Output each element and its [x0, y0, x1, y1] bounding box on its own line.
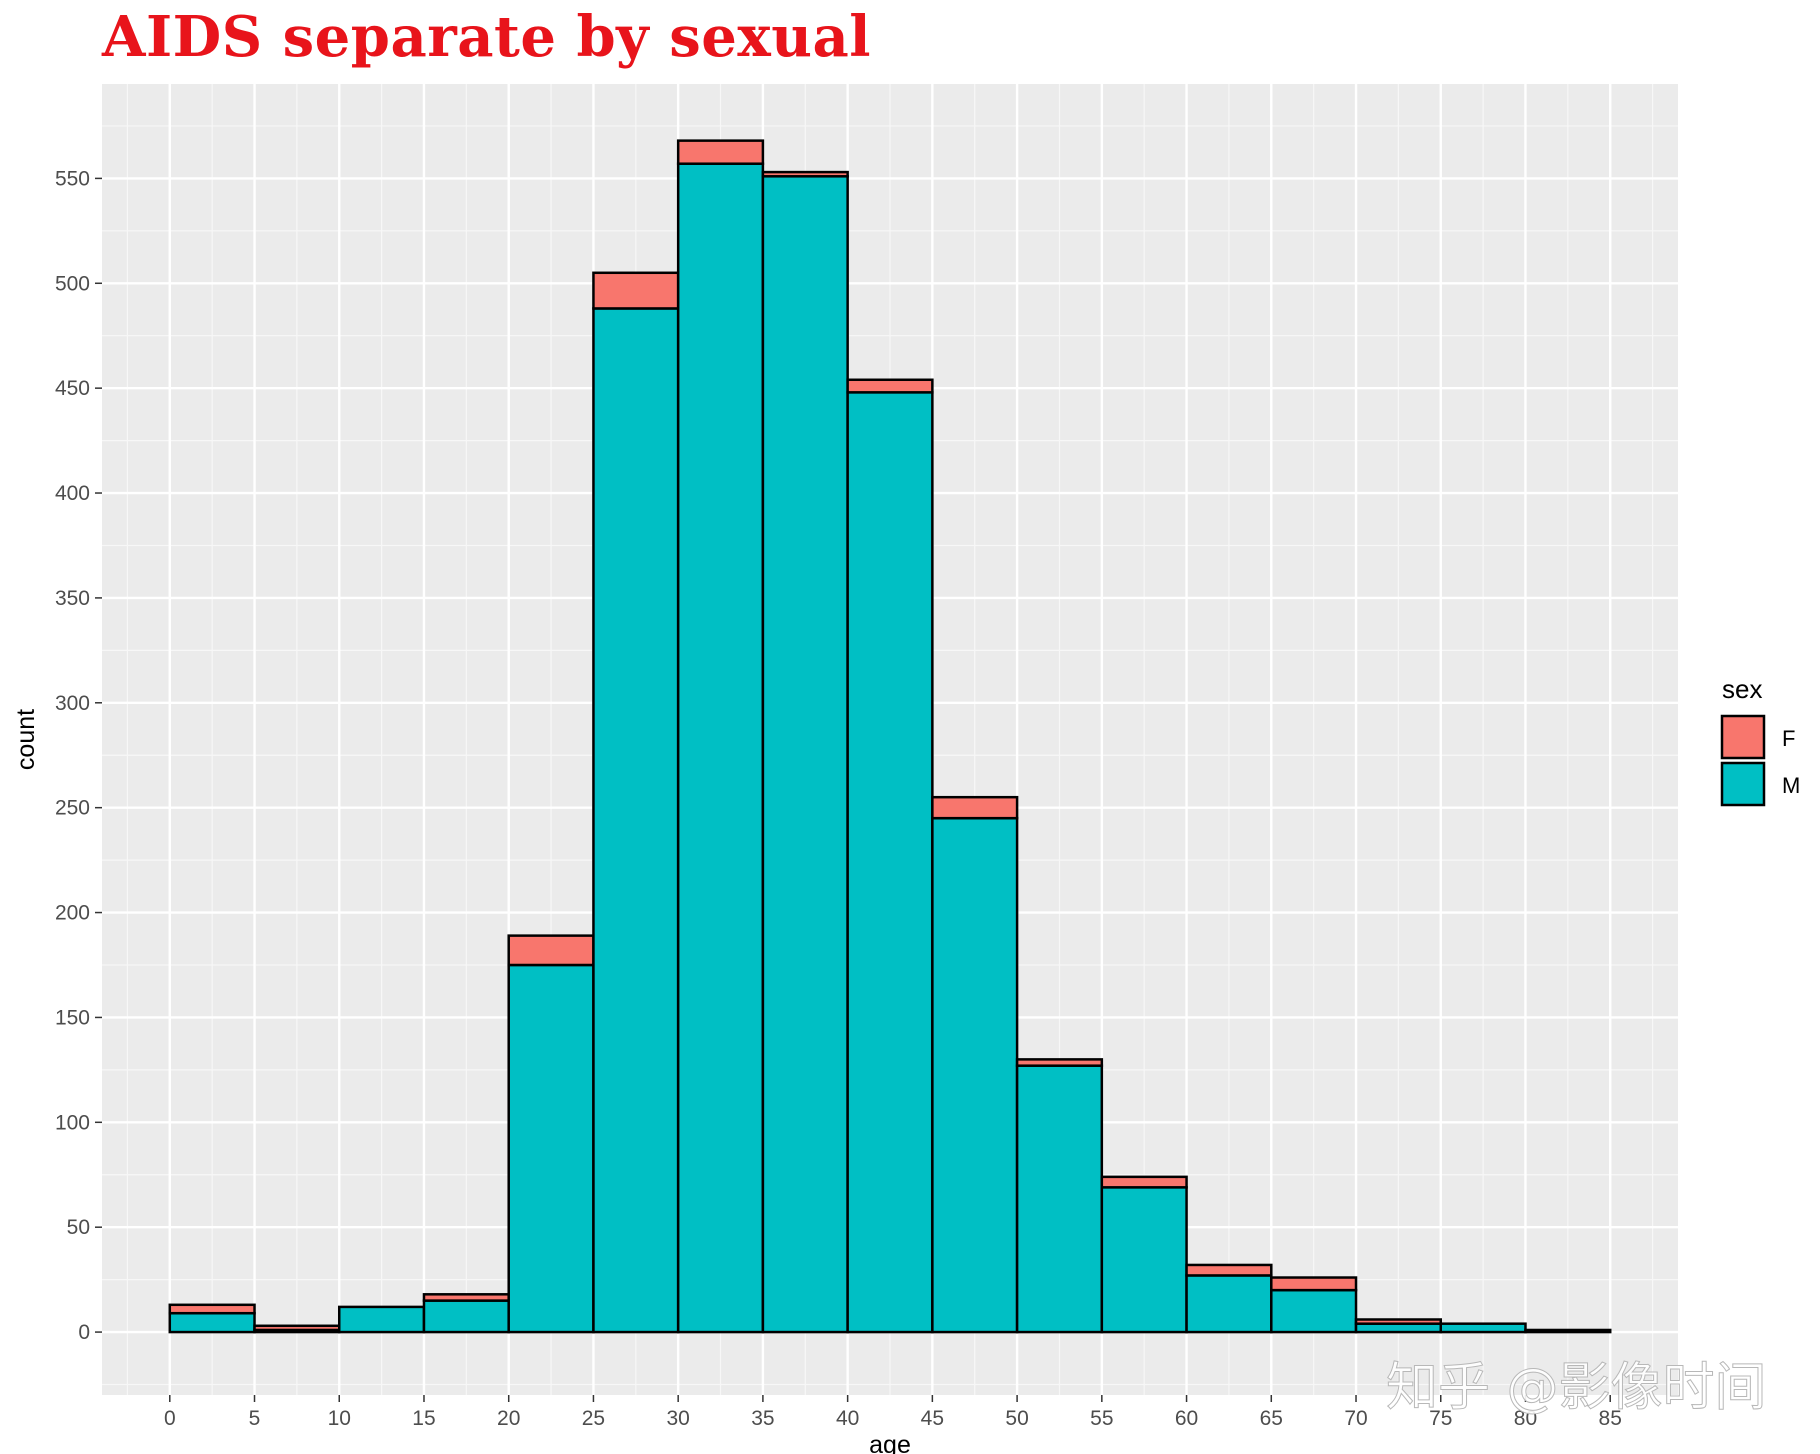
- legend-title: sex: [1722, 674, 1762, 704]
- bar-m-40-45: [846, 391, 934, 1334]
- y-tick-label: 50: [67, 1216, 90, 1239]
- bar-m-30-35: [676, 162, 765, 1334]
- x-tick-label: 30: [666, 1407, 689, 1430]
- y-tick-label: 300: [55, 692, 90, 715]
- y-tick-label: 200: [55, 902, 90, 925]
- legend-label-m: M: [1782, 773, 1800, 798]
- y-tick-label: 0: [78, 1321, 90, 1344]
- bars: [168, 139, 1612, 1334]
- bar-f-40-45: [846, 378, 934, 394]
- bar-m-25-30: [592, 307, 680, 1334]
- bar-m-50-55: [1015, 1064, 1104, 1334]
- x-tick-label: 10: [328, 1407, 351, 1430]
- bar-f-25-30: [592, 271, 680, 310]
- bar-m-75-80: [1439, 1322, 1527, 1334]
- legend-key-m: [1720, 761, 1766, 807]
- bar-m-55-60: [1100, 1186, 1188, 1334]
- y-tick-label: 150: [55, 1006, 90, 1029]
- x-tick-label: 65: [1260, 1407, 1283, 1430]
- x-tick-label: 20: [497, 1407, 520, 1430]
- y-tick-label: 450: [55, 377, 90, 400]
- bar-m-15-20: [422, 1299, 510, 1334]
- bar-m-35-40: [761, 175, 849, 1334]
- bar-m-65-70: [1270, 1288, 1358, 1334]
- y-tick-label: 250: [55, 797, 90, 820]
- x-tick-label: 55: [1090, 1407, 1113, 1430]
- bar-m-0-5: [168, 1311, 256, 1334]
- x-tick-label: 35: [751, 1407, 774, 1430]
- bar-f-30-35: [676, 139, 765, 165]
- legend-key-f: [1720, 714, 1766, 760]
- bar-m-80-85: [1524, 1328, 1612, 1334]
- watermark-text: 知乎 @影像时间: [1386, 1358, 1767, 1418]
- bar-f-5-10: [253, 1324, 341, 1332]
- bar-f-55-60: [1100, 1175, 1188, 1189]
- y-tick-label: 400: [55, 482, 90, 505]
- bar-f-20-25: [507, 934, 595, 967]
- y-tick-label: 500: [55, 272, 90, 295]
- x-tick-label: 70: [1344, 1407, 1367, 1430]
- x-tick-label: 60: [1175, 1407, 1198, 1430]
- bar-f-50-55: [1015, 1058, 1104, 1067]
- bar-m-70-75: [1354, 1322, 1443, 1334]
- chart-title: AIDS separate by sexual: [102, 4, 872, 70]
- y-axis-title: count: [12, 709, 40, 770]
- x-axis-title: age: [869, 1431, 911, 1454]
- x-tick-label: 25: [582, 1407, 605, 1430]
- x-tick-label: 5: [249, 1407, 261, 1430]
- y-tick-label: 350: [55, 587, 90, 610]
- bar-f-0-5: [168, 1303, 256, 1315]
- x-tick-label: 80: [1514, 1407, 1537, 1430]
- x-tick-label: 0: [164, 1407, 176, 1430]
- bar-f-45-50: [931, 795, 1019, 820]
- bar-f-15-20: [422, 1293, 510, 1302]
- x-tick-label: 75: [1429, 1407, 1452, 1430]
- bar-m-20-25: [507, 963, 595, 1334]
- bar-m-60-65: [1185, 1274, 1273, 1334]
- x-tick-label: 50: [1005, 1407, 1028, 1430]
- bar-m-45-50: [931, 816, 1019, 1334]
- bar-f-60-65: [1185, 1263, 1273, 1277]
- x-tick-label: 40: [836, 1407, 859, 1430]
- bar-f-65-70: [1270, 1276, 1358, 1292]
- legend: sex FM: [1720, 674, 1800, 807]
- bar-f-70-75: [1354, 1318, 1443, 1325]
- x-tick-label: 45: [921, 1407, 944, 1430]
- y-tick-label: 550: [55, 167, 90, 190]
- axes: 0 5 10 15 20 25 30 35 40 45 50 55 60 65 70 75 80 85 0 50 100…: [12, 167, 1622, 1454]
- x-tick-label: 15: [412, 1407, 435, 1430]
- y-tick-label: 100: [55, 1111, 90, 1134]
- legend-label-f: F: [1782, 726, 1795, 751]
- bar-m-10-15: [337, 1305, 426, 1334]
- bar-f-35-40: [761, 170, 849, 178]
- x-tick-label: 85: [1599, 1407, 1622, 1430]
